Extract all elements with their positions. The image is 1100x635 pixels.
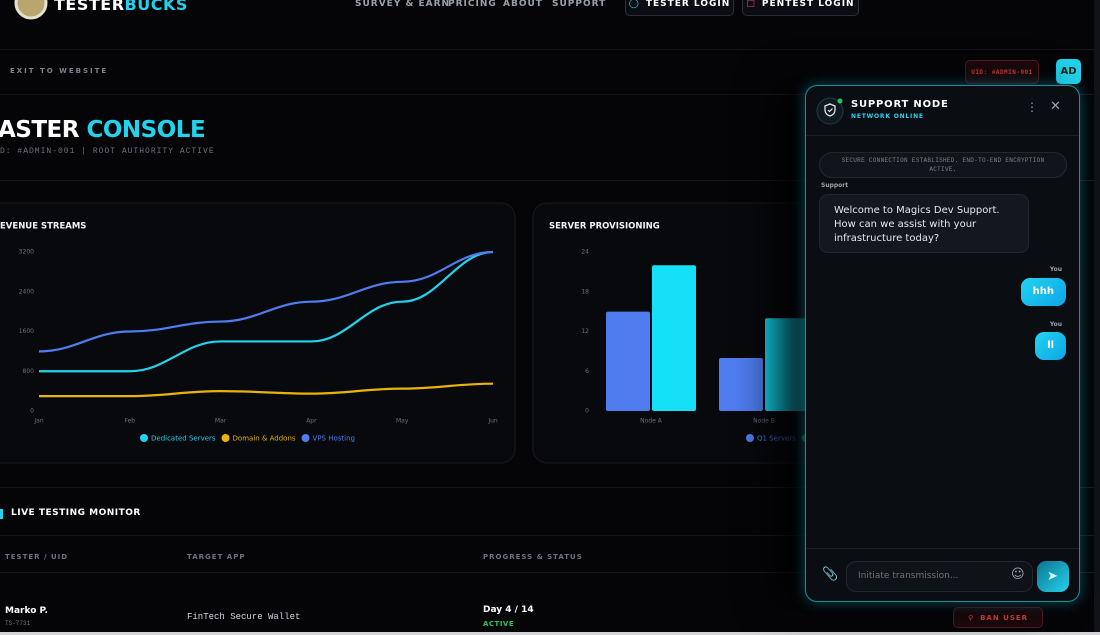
x-tick-label: Jun [487, 418, 498, 425]
menu-button[interactable]: ⋮ [1026, 100, 1038, 114]
close-button[interactable]: ✕ [1050, 99, 1061, 114]
legend-swatch [140, 434, 148, 442]
scrollbar [0, 632, 1100, 635]
column-header: TESTER / UID [5, 553, 69, 561]
logo-coin [14, 0, 48, 20]
message-bubble: Welcome to Magics Dev Support. How can w… [819, 194, 1029, 253]
y-tick-label: 24 [581, 249, 589, 256]
sender: You [1049, 266, 1062, 273]
divider [806, 135, 1079, 136]
y-tick-label: 0 [30, 408, 34, 415]
sender: You [1049, 321, 1062, 328]
ban-label: BAN USER [980, 613, 1029, 622]
page-subtitle: D: #ADMIN-001 | ROOT AUTHORITY ACTIVE [0, 147, 215, 156]
legend-swatch [746, 434, 754, 442]
sender: Support [821, 182, 849, 189]
chat-icon [816, 97, 844, 125]
ban-button[interactable]: ⚲ BAN USER [953, 607, 1043, 628]
column-header: TARGET APP [187, 553, 246, 561]
status: ACTIVE [483, 620, 515, 628]
legend-label: VPS Hosting [313, 435, 355, 443]
bar [765, 318, 809, 411]
divider [0, 535, 1100, 536]
nav-link[interactable]: SUPPORT [552, 0, 607, 9]
divider [0, 180, 1100, 181]
placeholder: Initiate transmission... [858, 571, 959, 581]
progress: Day 4 / 14 [483, 605, 534, 615]
y-tick-label: 2400 [19, 288, 34, 295]
legend-swatch [301, 434, 310, 442]
pentest-login-label: PENTEST LOGIN [761, 0, 855, 9]
line-series [38, 250, 494, 373]
chart-title: EVENUE STREAMS [0, 222, 86, 232]
chat-status: NETWORK ONLINE [851, 113, 924, 120]
avatar[interactable]: AD [1056, 59, 1081, 84]
chart-title: SERVER PROVISIONING [549, 222, 660, 232]
bar [719, 358, 763, 411]
bar [652, 265, 696, 411]
y-tick-label: 6 [585, 368, 589, 375]
legend-label: Domain & Addons [233, 435, 296, 443]
x-tick-label: Apr [306, 418, 317, 425]
brand[interactable]: TESTERBUCKS [54, 0, 188, 14]
nav-link[interactable]: SURVEY & EARN [355, 0, 451, 9]
page-title: ASTER CONSOLE [0, 117, 206, 143]
x-tick-label: Feb [124, 418, 135, 425]
nav-link[interactable]: ABOUT [503, 0, 543, 9]
y-tick-label: 800 [23, 368, 35, 375]
legend-label: Q1 Servers [757, 435, 796, 443]
title-b: CONSOLE [86, 117, 206, 143]
divider [0, 49, 1100, 50]
line-series [38, 382, 494, 398]
legend-label: Dedicated Servers [151, 435, 216, 443]
divider [806, 548, 1079, 549]
divider [0, 487, 1100, 488]
section-title: LIVE TESTING MONITOR [11, 508, 141, 518]
attach-button[interactable]: 📎 [822, 567, 839, 582]
y-tick-label: 0 [585, 408, 589, 415]
emoji-button[interactable]: ☺ [1011, 567, 1025, 582]
y-tick-label: 1600 [19, 328, 34, 335]
title-a: ASTER [0, 117, 79, 143]
brand-a: TESTER [54, 0, 125, 14]
x-tick-label: Node B [753, 418, 775, 425]
message-bubble: ll [1035, 332, 1066, 360]
nav-link[interactable]: PRICING [448, 0, 497, 9]
exit-link[interactable]: EXIT TO WEBSITE [10, 67, 109, 75]
pentest-login[interactable]: □ PENTEST LOGIN [742, 0, 859, 16]
section-marker [0, 509, 3, 519]
y-tick-label: 18 [581, 288, 589, 295]
tester-name: Marko P. [5, 606, 48, 616]
send-button[interactable]: ➤ [1037, 561, 1069, 592]
uid-badge: UID: #ADMIN-001 [965, 60, 1039, 84]
brand-b: BUCKS [124, 0, 188, 14]
system-message: SECURE CONNECTION ESTABLISHED. END-TO-EN… [819, 152, 1067, 178]
charts: EVENUE STREAMS 0 800 1600 2400 3200 Jan Feb Mar A… [0, 202, 854, 464]
line-series [38, 250, 494, 353]
chat-panel: SUPPORT NODE NETWORK ONLINE ⋮ ✕ SECURE C… [805, 85, 1080, 602]
x-tick-label: Node A [640, 418, 663, 425]
scrollbar-track [1094, 0, 1100, 632]
message-input[interactable]: Initiate transmission... ☺ [846, 561, 1033, 592]
tester-login[interactable]: ◯ TESTER LOGIN [625, 0, 734, 16]
card [0, 202, 516, 464]
tester-uid: TS-7731 [5, 620, 31, 627]
y-tick-label: 3200 [19, 249, 34, 256]
y-tick-label: 12 [581, 328, 589, 335]
divider [0, 572, 1100, 573]
x-tick-label: May [396, 418, 409, 425]
column-header: PROGRESS & STATUS [483, 553, 583, 561]
message-bubble: hhh [1020, 278, 1066, 306]
tester-login-label: TESTER LOGIN [645, 0, 731, 9]
target-app: FinTech Secure Wallet [187, 612, 301, 622]
chat-title: SUPPORT NODE [851, 99, 949, 110]
bar [606, 311, 650, 411]
x-tick-label: Jan [33, 418, 43, 425]
divider [0, 94, 1100, 95]
x-tick-label: Mar [215, 418, 227, 425]
legend-swatch [221, 434, 230, 442]
